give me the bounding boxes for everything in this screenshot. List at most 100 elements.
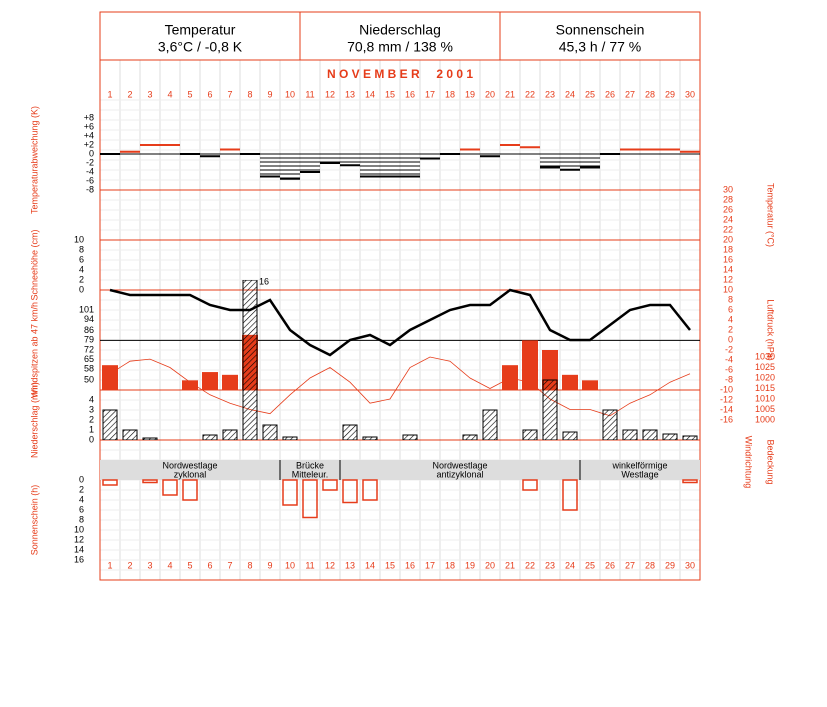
day-label: 4: [167, 560, 172, 570]
precip-bar: [262, 424, 278, 440]
y2-tick-label: -6: [725, 364, 733, 374]
day-label: 18: [445, 560, 455, 570]
day-label: 15: [385, 560, 395, 570]
day-label: 30: [685, 560, 695, 570]
deviation-bar: [320, 154, 340, 163]
day-label: 26: [605, 89, 615, 99]
deviation-bar: [380, 154, 400, 177]
day-label: 14: [365, 560, 375, 570]
deviation-bar: [200, 154, 220, 157]
header-value: 3,6°C / -0,8 K: [158, 39, 243, 55]
day-label: 16: [405, 89, 415, 99]
pressure-line: [109, 356, 691, 417]
y-tick-label: 86: [84, 325, 94, 335]
y-tick-label: 1: [89, 424, 94, 434]
precip-bar: [602, 409, 618, 440]
y-tick-label: -4: [86, 166, 94, 176]
day-label: 22: [525, 560, 535, 570]
day-label: 1: [107, 560, 112, 570]
precip-bar: [242, 280, 258, 440]
sunshine-bar: [142, 479, 158, 484]
y-tick-label: -6: [86, 175, 94, 185]
y-tick-label: 79: [84, 335, 94, 345]
y-tick-label: 50: [84, 375, 94, 385]
day-label: 5: [187, 560, 192, 570]
month-title: N O V E M B E R 2 0 0 1: [327, 67, 473, 81]
precip-bar: [222, 429, 238, 440]
y2-tick-label: 12: [723, 274, 733, 284]
precip-bar: [562, 431, 578, 440]
day-label: 7: [227, 560, 232, 570]
deviation-bar: [260, 154, 280, 177]
precip-bar: [642, 429, 658, 440]
day-label: 22: [525, 89, 535, 99]
y2-tick-label: 18: [723, 244, 733, 254]
y2-tick-label: 26: [723, 204, 733, 214]
y2-tick-label: 8: [728, 294, 733, 304]
deviation-bar: [480, 154, 500, 157]
y3-tick-label: 1010: [755, 393, 775, 403]
day-label: 25: [585, 89, 595, 99]
y2-tick-label: 16: [723, 254, 733, 264]
y2-tick-label: 6: [728, 304, 733, 314]
deviation-bar: [400, 154, 420, 177]
y2-tick-label: -16: [720, 414, 733, 424]
y2-tick-label: -10: [720, 384, 733, 394]
axis-label: Windspitzen ab 47 km/h: [29, 302, 39, 398]
precip-bar: [342, 424, 358, 440]
day-label: 14: [365, 89, 375, 99]
wind-bar: [582, 380, 598, 390]
y-tick-label: +2: [84, 139, 94, 149]
y2-tick-label: -14: [720, 404, 733, 414]
precip-bar: [682, 435, 698, 440]
day-label: 3: [147, 89, 152, 99]
day-label: 21: [505, 89, 515, 99]
day-label: 19: [465, 89, 475, 99]
y2-tick-label: 10: [723, 284, 733, 294]
y2-tick-label: -4: [725, 354, 733, 364]
wind-bar: [502, 365, 518, 390]
day-label: 24: [565, 560, 575, 570]
y-tick-label: 0: [89, 434, 94, 444]
day-label: 23: [545, 560, 555, 570]
y-tick-label: 72: [84, 344, 94, 354]
day-label: 30: [685, 89, 695, 99]
deviation-bar: [280, 154, 300, 179]
sunshine-bar: [322, 479, 338, 491]
day-label: 5: [187, 89, 192, 99]
day-label: 23: [545, 89, 555, 99]
axis-label: Temperaturabweichung (K): [29, 106, 39, 214]
day-label: 10: [285, 560, 295, 570]
precip-bar: [622, 429, 638, 440]
deviation-bar: [540, 154, 560, 168]
wind-bar: [522, 340, 538, 390]
precip-bar: [362, 436, 378, 440]
wind-bar: [562, 374, 578, 390]
deviation-bar: [360, 154, 380, 177]
precip-peak-label: 16: [259, 276, 269, 286]
y-tick-label: +8: [84, 112, 94, 122]
y-tick-label: 14: [74, 544, 84, 554]
y-tick-label: 0: [89, 148, 94, 158]
regime-label: Westlage: [621, 469, 658, 479]
regime-label: Brücke: [296, 460, 324, 470]
day-label: 1: [107, 89, 112, 99]
axis-label: Schneehöhe (cm): [29, 229, 39, 300]
wind-bar: [182, 380, 198, 390]
day-label: 9: [267, 560, 272, 570]
day-label: 20: [485, 560, 495, 570]
day-label: 3: [147, 560, 152, 570]
y-tick-label: 10: [74, 524, 84, 534]
y-tick-label: 0: [79, 474, 84, 484]
day-label: 8: [247, 89, 252, 99]
day-label: 4: [167, 89, 172, 99]
axis-label: Bedeckung: [766, 439, 776, 484]
y2-tick-label: -12: [720, 394, 733, 404]
y-tick-label: 16: [74, 554, 84, 564]
sunshine-bar: [102, 479, 118, 486]
axis-label: Windrichtung: [744, 436, 754, 489]
regime-label: antizyklonal: [436, 469, 483, 479]
deviation-bar: [580, 154, 600, 168]
y-tick-label: 4: [79, 494, 84, 504]
day-label: 6: [207, 89, 212, 99]
